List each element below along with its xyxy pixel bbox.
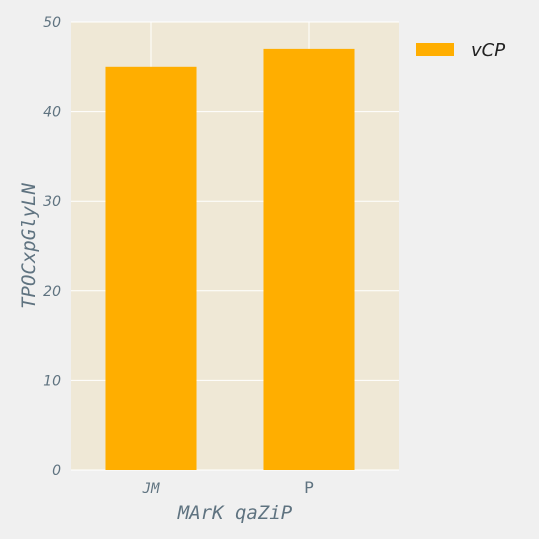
legend: vCP (416, 40, 505, 61)
legend-label-vcp: vCP (471, 40, 505, 61)
x-axis-title: MArK qaZiP (177, 502, 293, 524)
x-tick-label-jm: JM (142, 481, 160, 497)
bar-p (263, 48, 355, 470)
bar-jm (105, 66, 197, 471)
y-tick-labels: 0 10 20 30 40 50 (43, 15, 61, 479)
y-tick-label: 40 (43, 105, 61, 121)
y-axis-title: TPOCxpGlyLN (18, 183, 40, 309)
y-tick-label: 10 (43, 373, 61, 389)
legend-swatch-vcp (416, 43, 454, 56)
y-tick-label: 0 (52, 463, 61, 479)
x-tick-labels: JM P (142, 478, 315, 497)
y-tick-label: 50 (43, 15, 61, 31)
y-tick-label: 30 (43, 194, 61, 210)
bars (105, 48, 355, 471)
y-tick-label: 20 (43, 284, 61, 300)
x-tick-label-p: P (304, 478, 314, 497)
